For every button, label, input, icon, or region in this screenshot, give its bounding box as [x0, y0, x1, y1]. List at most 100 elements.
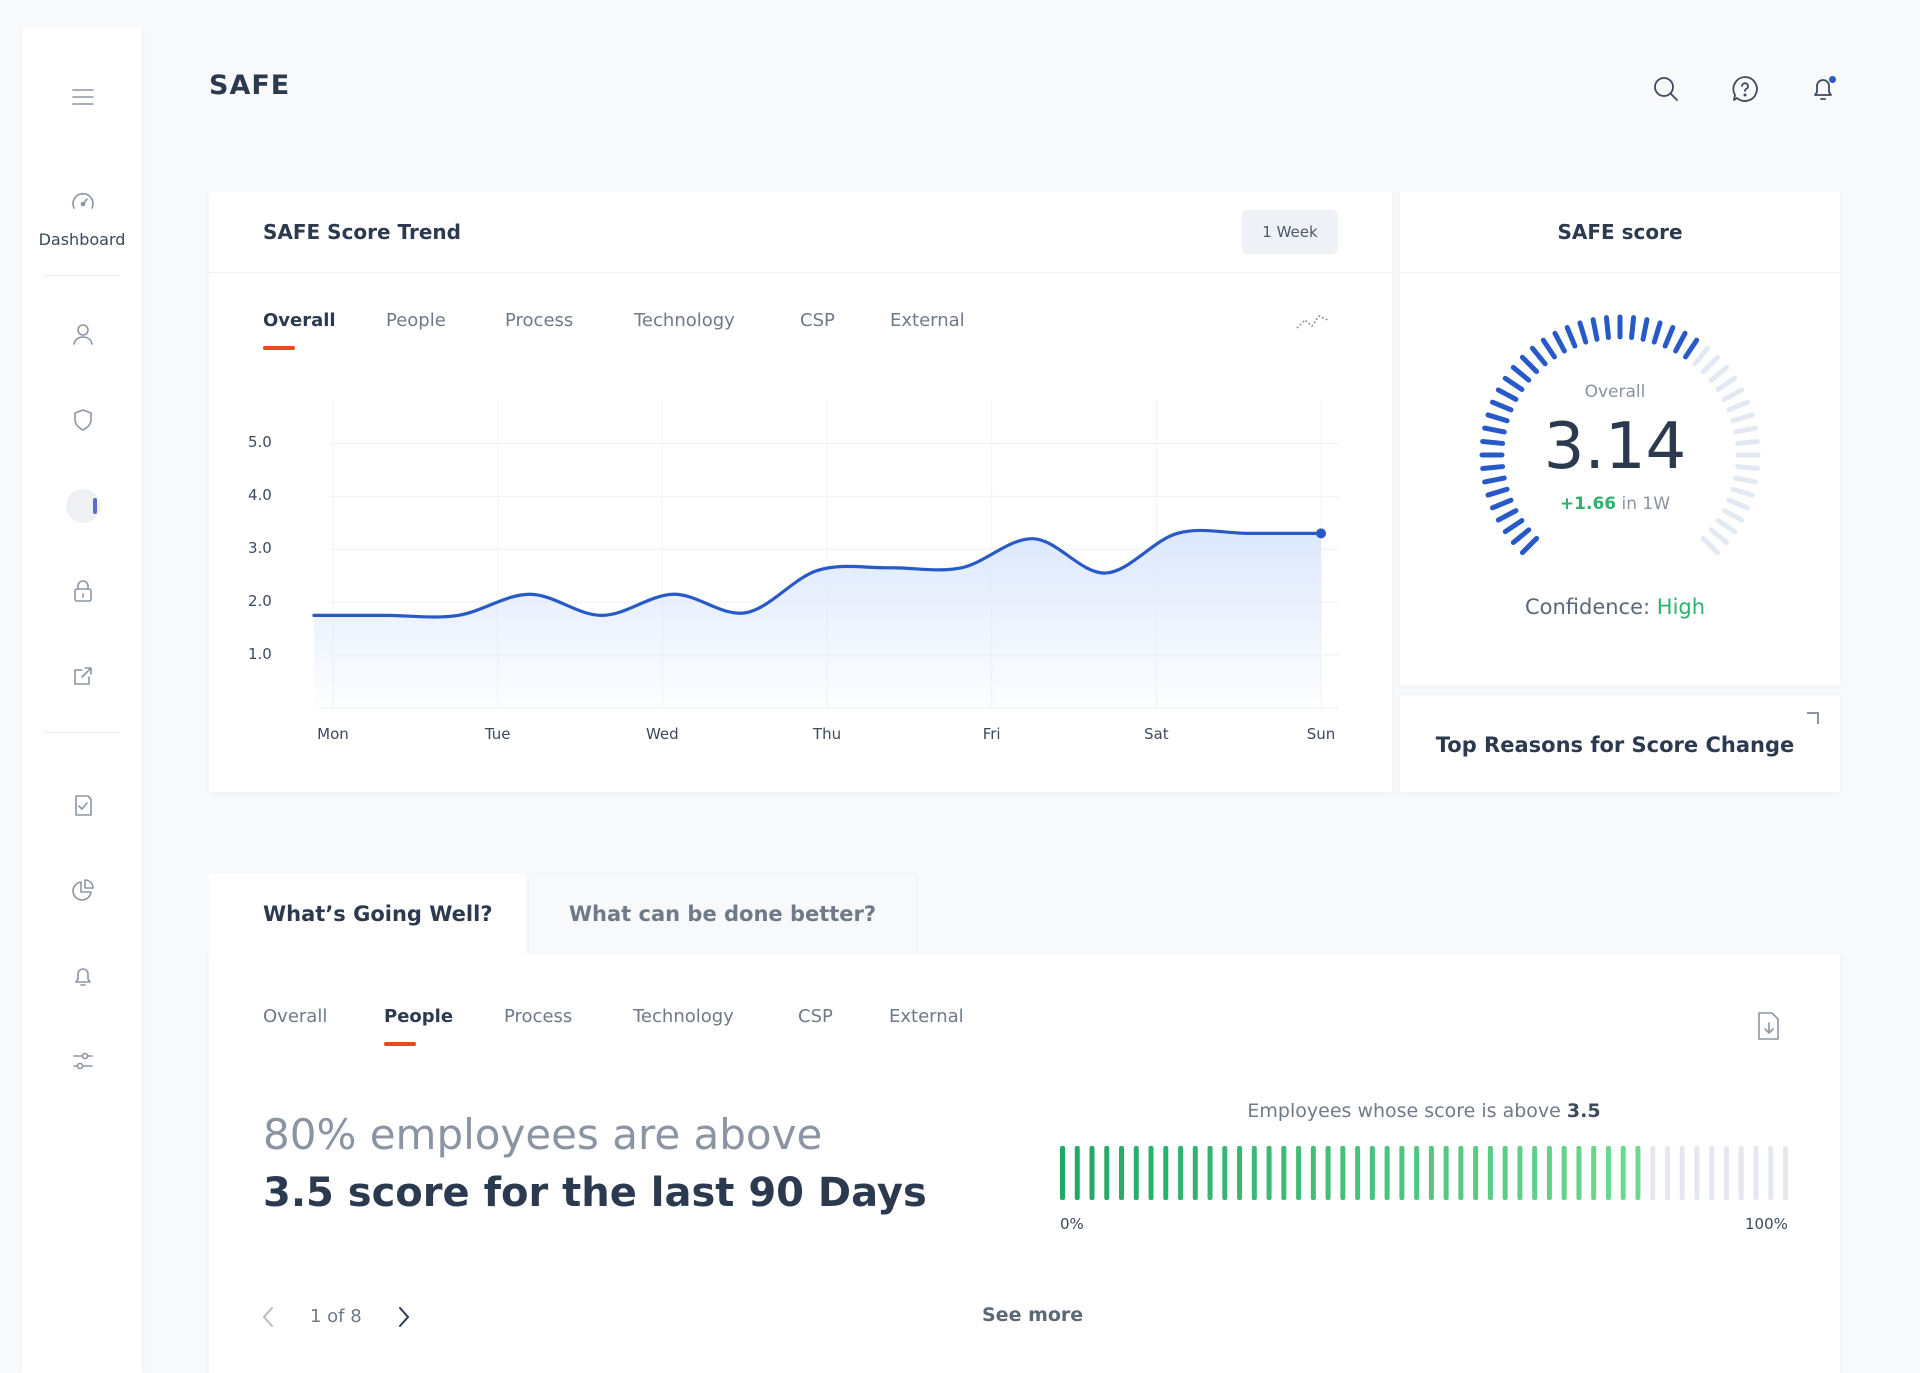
bar-filled — [1517, 1146, 1523, 1200]
clipboard-check-icon[interactable] — [68, 790, 98, 820]
bar-filled — [1222, 1146, 1228, 1200]
gauge-tick-empty — [1700, 354, 1721, 375]
bar-filled — [1620, 1146, 1626, 1200]
gauge-tick-empty — [1715, 375, 1738, 392]
gauge-tick-empty — [1730, 486, 1755, 498]
bar-filled — [1414, 1146, 1420, 1200]
score-card-title: SAFE score — [1557, 220, 1683, 244]
y-tick-label: 3.0 — [248, 539, 272, 558]
active-tab-indicator — [263, 346, 295, 350]
bar-empty — [1723, 1146, 1729, 1200]
sliders-icon[interactable] — [68, 1046, 98, 1076]
notification-bell-icon[interactable] — [1806, 72, 1840, 106]
sidebar-divider — [44, 275, 120, 276]
tab-overall[interactable]: Overall — [263, 1006, 328, 1027]
bar-filled — [1473, 1146, 1479, 1200]
section-tab-do-better[interactable]: What can be done better? — [529, 874, 916, 954]
tab-external[interactable]: External — [889, 1006, 964, 1027]
gauge-tick-filled — [1480, 464, 1506, 472]
expand-icon[interactable] — [1807, 712, 1819, 724]
section-tab-going-well[interactable]: What’s Going Well? — [209, 874, 526, 954]
bar-filled — [1561, 1146, 1567, 1200]
bar-filled — [1148, 1146, 1154, 1200]
gauge-tick-filled — [1640, 317, 1650, 342]
gauge-tick-empty — [1721, 387, 1745, 402]
divider — [1400, 272, 1840, 273]
gauge-tick-filled — [1651, 320, 1663, 345]
confidence-value: High — [1656, 595, 1706, 619]
bar-filled — [1428, 1146, 1434, 1200]
download-file-icon[interactable] — [1755, 1010, 1783, 1042]
sidebar-item-dashboard[interactable]: Dashboard — [38, 230, 126, 249]
tab-process[interactable]: Process — [504, 1006, 573, 1027]
speedometer-icon[interactable] — [68, 187, 98, 217]
gauge-tick-filled — [1502, 375, 1525, 392]
gauge-tick-filled — [1662, 325, 1676, 349]
score-gauge — [1479, 314, 1761, 555]
bar-title: Employees whose score is above 3.5 — [1060, 1100, 1788, 1122]
score-delta: +1.66 in 1W — [1405, 494, 1825, 514]
gauge-tick-filled — [1577, 320, 1589, 345]
tab-technology[interactable]: Technology — [634, 310, 735, 331]
pager-text: 1 of 8 — [310, 1306, 362, 1327]
gauge-tick-filled — [1564, 325, 1578, 349]
tab-csp[interactable]: CSP — [800, 310, 835, 331]
external-link-icon[interactable] — [68, 661, 98, 691]
tab-people[interactable]: People — [386, 310, 446, 331]
bar-filled — [1325, 1146, 1331, 1200]
x-tick-label: Wed — [645, 725, 679, 743]
delta-value: +1.66 — [1559, 494, 1617, 514]
bar-empty — [1664, 1146, 1670, 1200]
line-chart-toggle-icon[interactable] — [1295, 308, 1331, 334]
bar-empty — [1738, 1146, 1744, 1200]
x-tick-label: Sun — [1306, 725, 1336, 743]
gauge-tick-filled — [1603, 315, 1611, 341]
headline-line-1: 80% employees are above — [263, 1110, 823, 1159]
shield-icon[interactable] — [68, 405, 98, 435]
insights-card — [209, 954, 1840, 1373]
bar-filled — [1399, 1146, 1405, 1200]
bell-icon[interactable] — [68, 961, 98, 991]
prev-page-icon[interactable] — [258, 1304, 278, 1330]
tab-overall[interactable]: Overall — [263, 310, 336, 331]
pie-chart-icon[interactable] — [68, 875, 98, 905]
gauge-tick-empty — [1730, 412, 1755, 424]
tab-csp[interactable]: CSP — [798, 1006, 833, 1027]
lock-icon[interactable] — [68, 576, 98, 606]
gauge-tick-empty — [1708, 527, 1730, 546]
reasons-card[interactable] — [1400, 695, 1840, 792]
help-icon[interactable] — [1728, 72, 1762, 106]
bar-empty — [1709, 1146, 1715, 1200]
bar-min-label: 0% — [1060, 1215, 1084, 1233]
gauge-tick-filled — [1510, 364, 1532, 383]
menu-icon[interactable] — [68, 82, 98, 112]
gauge-tick-empty — [1734, 438, 1760, 446]
sidebar: Dashboard — [22, 27, 142, 1373]
trend-chart — [312, 400, 1339, 709]
gauge-tick-filled — [1529, 345, 1548, 367]
gauge-tick-empty — [1726, 497, 1750, 511]
bar-filled — [1576, 1146, 1582, 1200]
range-button[interactable]: 1 Week — [1242, 210, 1338, 254]
gauge-tick-filled — [1510, 527, 1532, 546]
next-page-icon[interactable] — [394, 1304, 414, 1330]
toggle-icon[interactable] — [66, 489, 100, 523]
see-more-link[interactable]: See more — [982, 1304, 1084, 1326]
bar-filled — [1266, 1146, 1272, 1200]
gauge-tick-filled — [1480, 438, 1506, 446]
bar-filled — [1340, 1146, 1346, 1200]
tab-technology[interactable]: Technology — [633, 1006, 734, 1027]
series-area — [314, 530, 1321, 708]
bar-filled — [1635, 1146, 1641, 1200]
tab-process[interactable]: Process — [505, 310, 574, 331]
bar-empty — [1768, 1146, 1774, 1200]
search-icon[interactable] — [1649, 72, 1683, 106]
gauge-tick-empty — [1733, 425, 1758, 435]
tab-people[interactable]: People — [384, 1006, 454, 1027]
bar-filled — [1443, 1146, 1449, 1200]
tab-external[interactable]: External — [890, 310, 965, 331]
bar-filled — [1532, 1146, 1538, 1200]
series-end-point — [1316, 528, 1326, 539]
user-icon[interactable] — [68, 319, 98, 349]
bar-filled — [1178, 1146, 1184, 1200]
